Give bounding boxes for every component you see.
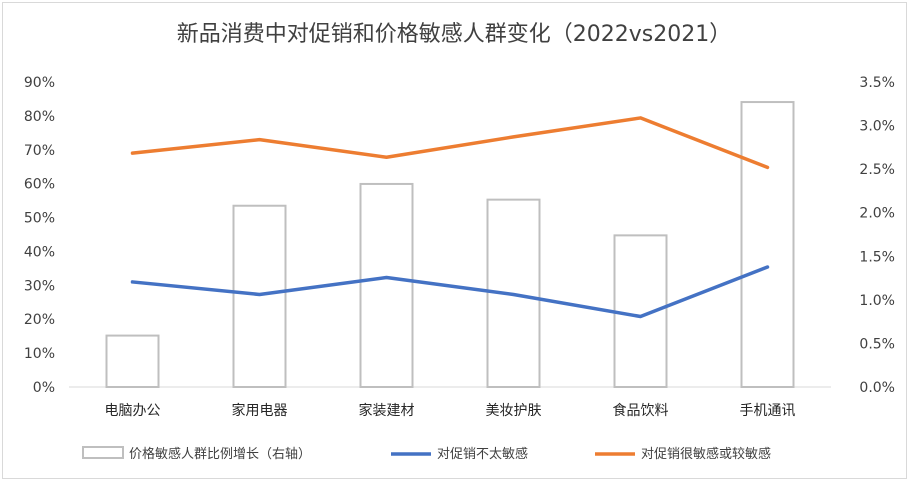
category-label: 家装建材 (359, 402, 415, 419)
left-tick-label: 0% (33, 380, 55, 396)
left-tick-label: 10% (24, 346, 55, 362)
left-tick-label: 70% (24, 143, 55, 159)
right-tick-label: 0.0% (859, 380, 895, 396)
bar (359, 182, 414, 388)
category-label: 食品饮料 (613, 402, 669, 419)
right-tick-label: 2.5% (859, 162, 895, 178)
series-line (130, 265, 770, 319)
line-series (130, 116, 770, 319)
right-tick-label: 3.5% (859, 75, 895, 91)
right-tick-label: 1.5% (859, 249, 895, 265)
chart-title: 新品消费中对促销和价格敏感人群变化（2022vs2021） (177, 22, 731, 47)
bar-series (105, 101, 795, 389)
category-label: 手机通讯 (740, 403, 796, 419)
right-axis: 0.0% 0.5% 1.0% 1.5% 2.0% 2.5% 3.0% 3.5% (859, 75, 895, 396)
right-tick-label: 3.0% (859, 119, 895, 135)
category-label: 电脑办公 (105, 403, 161, 419)
left-tick-label: 80% (24, 109, 55, 125)
legend-label: 对促销很敏感或较敏感 (641, 446, 771, 462)
bar (105, 334, 160, 389)
legend-label: 价格敏感人群比例增长（右轴） (129, 446, 311, 462)
left-tick-label: 40% (24, 244, 55, 260)
category-label: 家用电器 (232, 402, 288, 419)
left-tick-label: 60% (24, 177, 55, 193)
bar (740, 101, 795, 389)
right-tick-label: 0.5% (859, 336, 895, 352)
left-axis: 0% 10% 20% 30% 40% 50% 60% 70% 80% 90% (24, 75, 55, 396)
legend-label: 对促销不太敏感 (437, 446, 528, 462)
chart-svg: 新品消费中对促销和价格敏感人群变化（2022vs2021） 0% 10% 20% 30… (24, 22, 895, 462)
left-tick-label: 30% (24, 278, 55, 294)
x-axis: 电脑办公 家用电器 家装建材 美妆护肤 食品饮料 手机通讯 (105, 402, 796, 419)
right-tick-label: 1.0% (859, 293, 895, 309)
legend: 价格敏感人群比例增长（右轴） 对促销不太敏感 对促销很敏感或较敏感 (82, 446, 771, 462)
left-tick-label: 20% (24, 312, 55, 328)
left-tick-label: 50% (24, 211, 55, 227)
left-tick-label: 90% (24, 75, 55, 91)
bar (232, 204, 287, 388)
series-line (130, 116, 770, 170)
legend-swatch-bar (82, 446, 124, 459)
category-label: 美妆护肤 (486, 403, 542, 419)
right-tick-label: 2.0% (859, 206, 895, 222)
